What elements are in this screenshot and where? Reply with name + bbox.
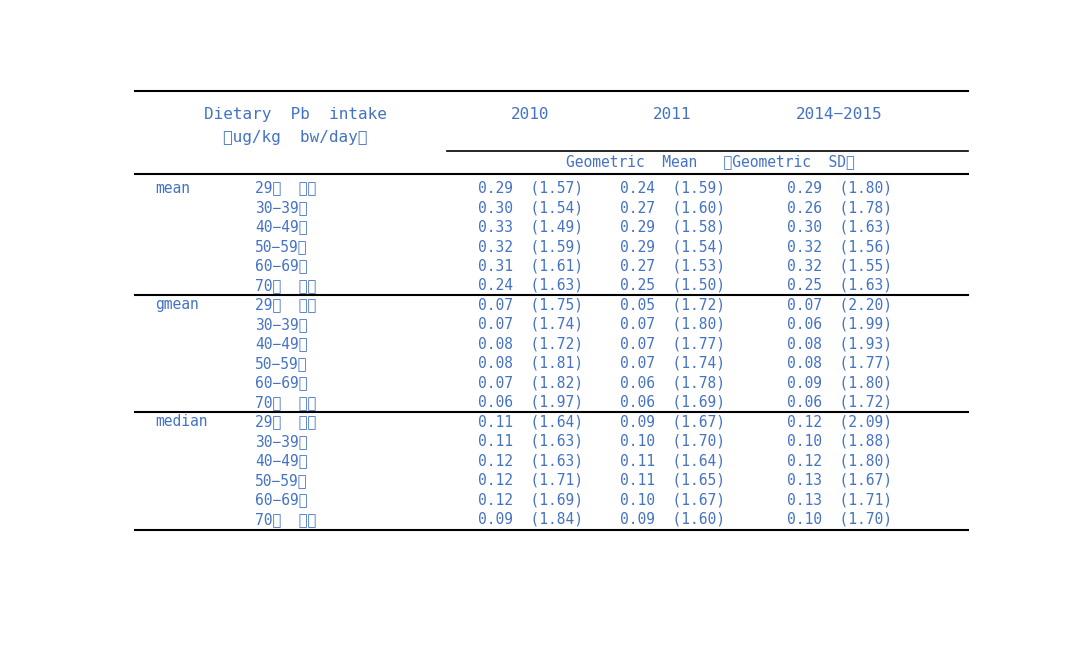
Text: 0.09  (1.84): 0.09 (1.84) — [478, 512, 583, 527]
Text: 50−59세: 50−59세 — [255, 473, 308, 487]
Text: 60−69세: 60−69세 — [255, 375, 308, 390]
Text: 0.13  (1.71): 0.13 (1.71) — [787, 492, 892, 507]
Text: 29세  이하: 29세 이하 — [255, 181, 316, 196]
Text: 0.08  (1.81): 0.08 (1.81) — [478, 356, 583, 371]
Text: 0.07  (2.20): 0.07 (2.20) — [787, 298, 892, 313]
Text: 0.31  (1.61): 0.31 (1.61) — [478, 258, 583, 273]
Text: 0.11  (1.64): 0.11 (1.64) — [478, 415, 583, 429]
Text: 0.06  (1.69): 0.06 (1.69) — [620, 395, 725, 410]
Text: 0.33  (1.49): 0.33 (1.49) — [478, 219, 583, 235]
Text: 29세  이하: 29세 이하 — [255, 415, 316, 429]
Text: 0.11  (1.63): 0.11 (1.63) — [478, 434, 583, 449]
Text: 0.25  (1.50): 0.25 (1.50) — [620, 278, 725, 293]
Text: 0.12  (2.09): 0.12 (2.09) — [787, 415, 892, 429]
Text: 0.30  (1.54): 0.30 (1.54) — [478, 200, 583, 215]
Text: median: median — [155, 415, 208, 429]
Text: 0.08  (1.93): 0.08 (1.93) — [787, 336, 892, 351]
Text: 0.13  (1.67): 0.13 (1.67) — [787, 473, 892, 487]
Text: 70세  이상: 70세 이상 — [255, 278, 316, 293]
Text: 0.12  (1.63): 0.12 (1.63) — [478, 453, 583, 468]
Text: Dietary  Pb  intake: Dietary Pb intake — [203, 106, 386, 122]
Text: 0.07  (1.80): 0.07 (1.80) — [620, 317, 725, 332]
Text: 0.06  (1.99): 0.06 (1.99) — [787, 317, 892, 332]
Text: 0.06  (1.78): 0.06 (1.78) — [620, 375, 725, 390]
Text: 0.08  (1.72): 0.08 (1.72) — [478, 336, 583, 351]
Text: 0.32  (1.56): 0.32 (1.56) — [787, 239, 892, 254]
Text: 70세  이상: 70세 이상 — [255, 395, 316, 410]
Text: 0.10  (1.88): 0.10 (1.88) — [787, 434, 892, 449]
Text: 0.07  (1.77): 0.07 (1.77) — [620, 336, 725, 351]
Text: 0.08  (1.77): 0.08 (1.77) — [787, 356, 892, 371]
Text: 0.27  (1.53): 0.27 (1.53) — [620, 258, 725, 273]
Text: 0.06  (1.97): 0.06 (1.97) — [478, 395, 583, 410]
Text: 0.29  (1.57): 0.29 (1.57) — [478, 181, 583, 196]
Text: 0.27  (1.60): 0.27 (1.60) — [620, 200, 725, 215]
Text: 0.07  (1.75): 0.07 (1.75) — [478, 298, 583, 313]
Text: 0.06  (1.72): 0.06 (1.72) — [787, 395, 892, 410]
Text: 0.12  (1.71): 0.12 (1.71) — [478, 473, 583, 487]
Text: 0.10  (1.70): 0.10 (1.70) — [787, 512, 892, 527]
Text: 0.07  (1.74): 0.07 (1.74) — [478, 317, 583, 332]
Text: 0.12  (1.80): 0.12 (1.80) — [787, 453, 892, 468]
Text: 0.09  (1.67): 0.09 (1.67) — [620, 415, 725, 429]
Text: 0.30  (1.63): 0.30 (1.63) — [787, 219, 892, 235]
Text: 2011: 2011 — [653, 106, 692, 122]
Text: 40−49세: 40−49세 — [255, 219, 308, 235]
Text: 0.29  (1.54): 0.29 (1.54) — [620, 239, 725, 254]
Text: 40−49세: 40−49세 — [255, 453, 308, 468]
Text: 0.07  (1.82): 0.07 (1.82) — [478, 375, 583, 390]
Text: 0.29  (1.58): 0.29 (1.58) — [620, 219, 725, 235]
Text: 29세  이하: 29세 이하 — [255, 298, 316, 313]
Text: 60−69세: 60−69세 — [255, 492, 308, 507]
Text: 0.26  (1.78): 0.26 (1.78) — [787, 200, 892, 215]
Text: 40−49세: 40−49세 — [255, 336, 308, 351]
Text: 2014−2015: 2014−2015 — [796, 106, 882, 122]
Text: 0.09  (1.60): 0.09 (1.60) — [620, 512, 725, 527]
Text: 0.32  (1.55): 0.32 (1.55) — [787, 258, 892, 273]
Text: 0.09  (1.80): 0.09 (1.80) — [787, 375, 892, 390]
Text: 0.32  (1.59): 0.32 (1.59) — [478, 239, 583, 254]
Text: 50−59세: 50−59세 — [255, 239, 308, 254]
Text: 0.25  (1.63): 0.25 (1.63) — [787, 278, 892, 293]
Text: 30−39세: 30−39세 — [255, 200, 308, 215]
Text: 0.10  (1.70): 0.10 (1.70) — [620, 434, 725, 449]
Text: 30−39세: 30−39세 — [255, 434, 308, 449]
Text: 0.24  (1.63): 0.24 (1.63) — [478, 278, 583, 293]
Text: 30−39세: 30−39세 — [255, 317, 308, 332]
Text: 0.11  (1.64): 0.11 (1.64) — [620, 453, 725, 468]
Text: mean: mean — [155, 181, 190, 196]
Text: 0.05  (1.72): 0.05 (1.72) — [620, 298, 725, 313]
Text: 0.12  (1.69): 0.12 (1.69) — [478, 492, 583, 507]
Text: 0.24  (1.59): 0.24 (1.59) — [620, 181, 725, 196]
Text: 50−59세: 50−59세 — [255, 356, 308, 371]
Text: 0.29  (1.80): 0.29 (1.80) — [787, 181, 892, 196]
Text: 0.10  (1.67): 0.10 (1.67) — [620, 492, 725, 507]
Text: 2010: 2010 — [511, 106, 550, 122]
Text: 70세  이상: 70세 이상 — [255, 512, 316, 527]
Text: （ug/kg  bw/day）: （ug/kg bw/day） — [223, 129, 367, 145]
Text: 60−69세: 60−69세 — [255, 258, 308, 273]
Text: Geometric  Mean   （Geometric  SD）: Geometric Mean （Geometric SD） — [566, 154, 854, 169]
Text: gmean: gmean — [155, 298, 199, 313]
Text: 0.11  (1.65): 0.11 (1.65) — [620, 473, 725, 487]
Text: 0.07  (1.74): 0.07 (1.74) — [620, 356, 725, 371]
